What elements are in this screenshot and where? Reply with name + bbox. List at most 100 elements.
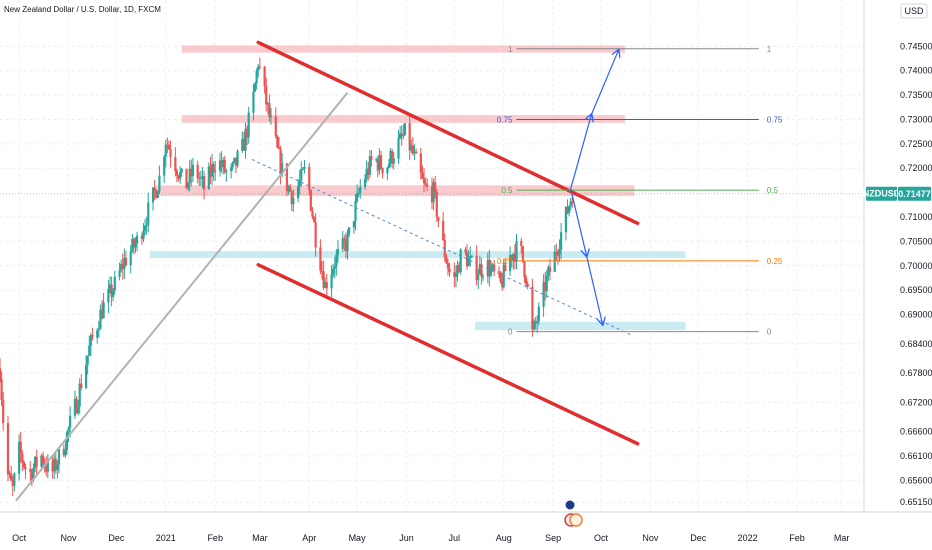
candle-body	[99, 309, 102, 330]
candle-body	[560, 232, 563, 250]
candle-body	[35, 456, 38, 467]
candle-body	[367, 168, 370, 175]
candle-body	[247, 112, 250, 138]
candle-body	[140, 235, 143, 239]
candle-body	[333, 266, 336, 269]
candle-body	[442, 220, 445, 241]
time-tick-label: Mar	[834, 533, 850, 543]
candle-body	[287, 186, 290, 192]
candle-body	[225, 171, 228, 173]
candle-body	[153, 187, 156, 191]
candle-body	[434, 182, 437, 192]
candle-body	[78, 383, 81, 407]
candle-body	[155, 190, 158, 198]
candle-body	[381, 167, 384, 174]
last-price-label: 0.71477	[898, 189, 931, 199]
chart-title: New Zealand Dollar / U.S. Dollar, 1D, FX…	[4, 5, 161, 14]
candle-body	[202, 176, 206, 190]
candle-body	[196, 164, 199, 179]
time-tick-label: Jun	[399, 533, 414, 543]
fib-level-label-right: 0	[767, 328, 772, 337]
candle-body	[113, 276, 116, 291]
candle-body	[230, 167, 233, 172]
candle-body	[263, 66, 266, 87]
channel-upper-line[interactable]	[256, 40, 640, 226]
candle-body	[56, 464, 59, 470]
candle-body	[54, 458, 57, 470]
candle-body	[191, 164, 194, 177]
candle-body	[24, 466, 27, 469]
candle-body	[210, 164, 214, 177]
candle-body	[437, 217, 440, 221]
candle-body	[457, 264, 461, 273]
candle-body	[424, 183, 427, 185]
candle-body	[134, 243, 137, 248]
candle-body	[279, 148, 282, 175]
candle-body	[469, 256, 472, 259]
price-tick-label: 0.69000	[900, 310, 932, 320]
candle-body	[386, 167, 389, 174]
candle-body	[488, 259, 491, 276]
candle-body	[314, 222, 317, 248]
candle-body	[96, 330, 99, 338]
candle-body	[399, 133, 402, 139]
candle-body	[368, 156, 371, 175]
candle-body	[163, 156, 166, 176]
candle-body	[526, 283, 529, 287]
time-tick-label: Dec	[108, 533, 125, 543]
time-tick-label: Jul	[449, 533, 461, 543]
currency-button[interactable]	[900, 3, 928, 19]
candle-body	[459, 249, 462, 273]
candle-body	[336, 248, 340, 255]
candle-body	[177, 175, 180, 179]
candle-body	[298, 180, 301, 187]
price-tick-label: 0.74000	[900, 66, 932, 76]
candle-body	[320, 270, 324, 272]
us-flag-icon[interactable]	[569, 513, 583, 527]
projection-arrow-down[interactable]	[570, 188, 603, 325]
candle-body	[69, 415, 72, 428]
event-marker-icon[interactable]	[565, 500, 575, 510]
regression-midline[interactable]	[251, 158, 632, 336]
candle-body	[564, 206, 568, 233]
fib-level-label-right: 0.5	[767, 186, 779, 195]
candle-body	[311, 210, 314, 217]
candle-body	[467, 258, 470, 267]
candle-body	[481, 276, 485, 278]
candle-body	[266, 103, 269, 105]
candle-body	[209, 166, 212, 177]
candle-body	[435, 191, 438, 218]
candle-body	[188, 168, 191, 184]
candle-body	[131, 238, 134, 252]
time-tick-label: Dec	[690, 533, 707, 543]
candle-body	[348, 227, 351, 235]
candle-body	[245, 128, 249, 138]
candle-body	[276, 136, 279, 148]
candle-body	[241, 138, 244, 151]
candle-body	[64, 449, 67, 456]
candle-body	[8, 473, 11, 475]
price-tick-label: 0.65600	[900, 475, 932, 485]
time-tick-label: Aug	[496, 533, 512, 543]
candle-body	[343, 238, 346, 242]
candle-body	[11, 480, 14, 487]
candle-body	[67, 427, 70, 433]
candle-body	[57, 448, 61, 465]
candle-body	[402, 134, 405, 137]
candle-body	[515, 240, 518, 262]
price-tick-label: 0.66100	[900, 451, 932, 461]
time-tick-label: Feb	[207, 533, 223, 543]
candle-body	[281, 163, 284, 175]
candle-body	[510, 255, 513, 261]
uptrend-line[interactable]	[15, 92, 349, 502]
projection-arrow-up[interactable]	[570, 50, 619, 189]
candle-body	[413, 151, 416, 154]
symbol-tag-label: NZDUSD	[863, 189, 901, 199]
time-tick-label: Oct	[12, 533, 27, 543]
candle-body	[430, 186, 434, 203]
candle-body	[124, 257, 128, 266]
candle-body	[493, 264, 496, 272]
channel-lower-line[interactable]	[256, 263, 640, 446]
